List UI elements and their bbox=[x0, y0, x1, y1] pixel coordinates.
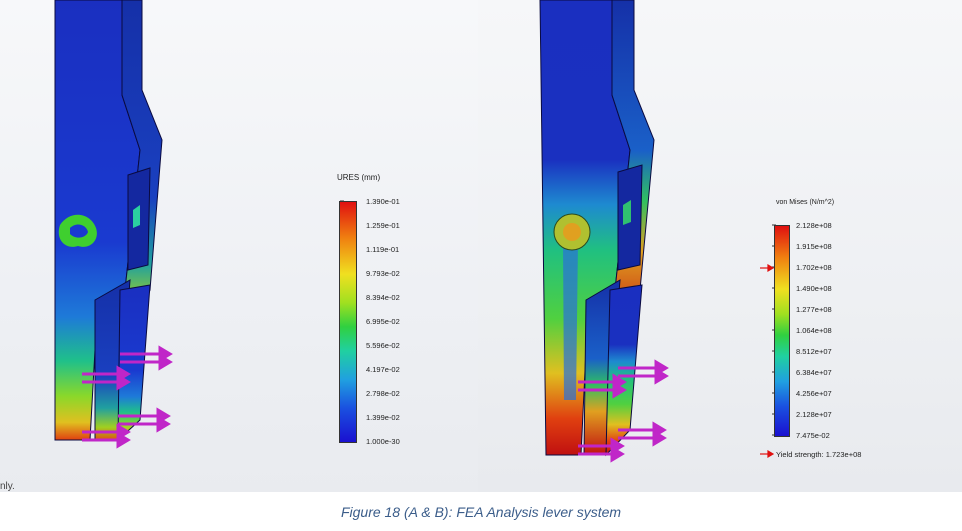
fea-stress-panel: von Mises (N/m^2) 2.128e+08 1.915e+08 1.… bbox=[478, 0, 962, 492]
ures-tick-label: 1.259e-01 bbox=[366, 221, 400, 230]
yield-strength-label: Yield strength: 1.723e+08 bbox=[776, 450, 862, 459]
ures-tick-label: 8.394e-02 bbox=[366, 293, 400, 302]
figure-caption: Figure 18 (A & B): FEA Analysis lever sy… bbox=[340, 504, 622, 520]
truncated-text: nly. bbox=[0, 481, 15, 492]
displacement-model-render bbox=[54, 0, 344, 449]
ures-tick-label: 1.390e-01 bbox=[366, 197, 400, 206]
load-arrows bbox=[578, 359, 669, 463]
von-mises-tick-label: 1.064e+08 bbox=[796, 326, 832, 335]
ures-colorbar bbox=[339, 201, 357, 443]
ures-tick-label: 2.798e-02 bbox=[366, 389, 400, 398]
von-mises-tick-label: 7.475e-02 bbox=[796, 431, 830, 440]
von-mises-tick-label: 1.490e+08 bbox=[796, 284, 832, 293]
ures-tick-label: 5.596e-02 bbox=[366, 341, 400, 350]
von-mises-tick-label: 1.702e+08 bbox=[796, 263, 832, 272]
von-mises-tick-label: 2.128e+08 bbox=[796, 221, 832, 230]
ures-tick-label: 1.119e-01 bbox=[366, 245, 400, 254]
stress-model-render bbox=[539, 0, 776, 463]
ures-tick-label: 6.995e-02 bbox=[366, 317, 400, 326]
ures-tick-label: 1.000e-30 bbox=[366, 437, 400, 446]
ures-legend-title: URES (mm) bbox=[337, 173, 381, 182]
yield-marker bbox=[760, 263, 775, 459]
von-mises-tick-label: 6.384e+07 bbox=[796, 368, 832, 377]
von-mises-tick-label: 1.277e+08 bbox=[796, 305, 832, 314]
von-mises-legend-title: von Mises (N/m^2) bbox=[776, 199, 835, 206]
von-mises-tick-label: 1.915e+08 bbox=[796, 242, 832, 251]
von-mises-colorbar bbox=[774, 225, 790, 437]
ures-tick-label: 4.197e-02 bbox=[366, 365, 400, 374]
fea-displacement-panel: URES (mm) 1.390e-01 1.259e-01 1.119e-01 … bbox=[0, 0, 478, 492]
von-mises-tick-label: 2.128e+07 bbox=[796, 410, 832, 419]
von-mises-tick-label: 4.256e+07 bbox=[796, 389, 832, 398]
ures-tick-label: 1.399e-02 bbox=[366, 413, 400, 422]
load-arrows bbox=[82, 345, 173, 449]
ures-tick-label: 9.793e-02 bbox=[366, 269, 400, 278]
von-mises-tick-label: 8.512e+07 bbox=[796, 347, 832, 356]
